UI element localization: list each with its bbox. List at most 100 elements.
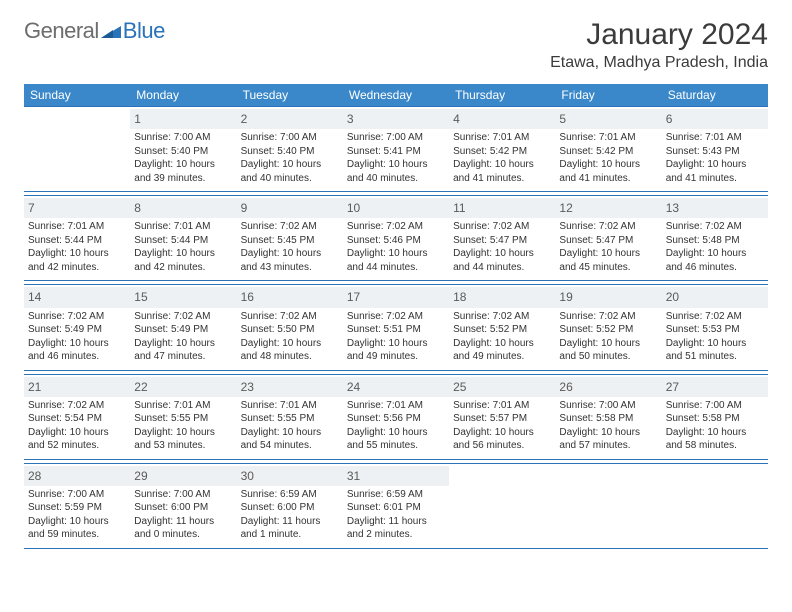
daylight-text: and 47 minutes. xyxy=(134,350,232,364)
day-cell: 7Sunrise: 7:01 AMSunset: 5:44 PMDaylight… xyxy=(24,196,130,281)
daylight-text: Daylight: 10 hours xyxy=(559,158,657,172)
sunrise-text: Sunrise: 7:02 AM xyxy=(28,399,126,413)
daylight-text: Daylight: 10 hours xyxy=(559,337,657,351)
sunset-text: Sunset: 5:43 PM xyxy=(666,145,764,159)
day-number: 8 xyxy=(130,198,236,218)
daylight-text: Daylight: 10 hours xyxy=(134,247,232,261)
day-number: 28 xyxy=(24,466,130,486)
day-number: 5 xyxy=(555,109,661,129)
day-number: 6 xyxy=(662,109,768,129)
day-cell: 23Sunrise: 7:01 AMSunset: 5:55 PMDayligh… xyxy=(237,374,343,459)
sunset-text: Sunset: 5:55 PM xyxy=(134,412,232,426)
sunset-text: Sunset: 5:42 PM xyxy=(453,145,551,159)
sunset-text: Sunset: 5:55 PM xyxy=(241,412,339,426)
sunset-text: Sunset: 5:40 PM xyxy=(134,145,232,159)
day-number: 24 xyxy=(343,377,449,397)
weekday-header: Saturday xyxy=(662,84,768,107)
sunrise-text: Sunrise: 7:00 AM xyxy=(666,399,764,413)
daylight-text: and 56 minutes. xyxy=(453,439,551,453)
sunrise-text: Sunrise: 7:00 AM xyxy=(134,488,232,502)
sunrise-text: Sunrise: 7:00 AM xyxy=(559,399,657,413)
sunrise-text: Sunrise: 7:02 AM xyxy=(347,310,445,324)
sunset-text: Sunset: 5:53 PM xyxy=(666,323,764,337)
month-title: January 2024 xyxy=(550,18,768,52)
day-cell: 25 Sunrise: 7:01 AMSunset: 5:57 PMDayligh… xyxy=(449,374,555,459)
daylight-text: Daylight: 10 hours xyxy=(453,426,551,440)
logo-text-blue: Blue xyxy=(123,18,165,44)
daylight-text: Daylight: 10 hours xyxy=(28,247,126,261)
daylight-text: Daylight: 10 hours xyxy=(241,426,339,440)
day-cell: 24Sunrise: 7:01 AMSunset: 5:56 PMDayligh… xyxy=(343,374,449,459)
sunrise-text: Sunrise: 7:01 AM xyxy=(453,399,551,413)
day-cell xyxy=(555,463,661,548)
day-number: 2 xyxy=(237,109,343,129)
sunrise-text: Sunrise: 7:02 AM xyxy=(559,310,657,324)
week-row: 1Sunrise: 7:00 AMSunset: 5:40 PMDaylight… xyxy=(24,107,768,192)
daylight-text: and 53 minutes. xyxy=(134,439,232,453)
sunrise-text: Sunrise: 6:59 AM xyxy=(241,488,339,502)
daylight-text: Daylight: 11 hours xyxy=(241,515,339,529)
day-cell: 4Sunrise: 7:01 AMSunset: 5:42 PMDaylight… xyxy=(449,107,555,192)
sunrise-text: Sunrise: 7:02 AM xyxy=(241,310,339,324)
daylight-text: Daylight: 10 hours xyxy=(241,247,339,261)
daylight-text: Daylight: 10 hours xyxy=(28,515,126,529)
daylight-text: and 59 minutes. xyxy=(28,528,126,542)
sunset-text: Sunset: 5:41 PM xyxy=(347,145,445,159)
daylight-text: and 49 minutes. xyxy=(453,350,551,364)
day-number: 7 xyxy=(24,198,130,218)
day-cell: 8Sunrise: 7:01 AMSunset: 5:44 PMDaylight… xyxy=(130,196,236,281)
day-cell: 31Sunrise: 6:59 AMSunset: 6:01 PMDayligh… xyxy=(343,463,449,548)
sunrise-text: Sunrise: 7:00 AM xyxy=(134,131,232,145)
daylight-text: and 42 minutes. xyxy=(28,261,126,275)
daylight-text: and 48 minutes. xyxy=(241,350,339,364)
daylight-text: and 55 minutes. xyxy=(347,439,445,453)
day-number: 14 xyxy=(24,287,130,307)
sunrise-text: Sunrise: 7:01 AM xyxy=(134,399,232,413)
sunset-text: Sunset: 5:49 PM xyxy=(28,323,126,337)
day-number: 23 xyxy=(237,377,343,397)
day-number: 19 xyxy=(555,287,661,307)
day-cell: 21Sunrise: 7:02 AMSunset: 5:54 PMDayligh… xyxy=(24,374,130,459)
daylight-text: Daylight: 10 hours xyxy=(28,337,126,351)
daylight-text: Daylight: 10 hours xyxy=(347,426,445,440)
daylight-text: Daylight: 10 hours xyxy=(28,426,126,440)
daylight-text: and 50 minutes. xyxy=(559,350,657,364)
sunrise-text: Sunrise: 6:59 AM xyxy=(347,488,445,502)
sunset-text: Sunset: 5:48 PM xyxy=(666,234,764,248)
week-row: 21Sunrise: 7:02 AMSunset: 5:54 PMDayligh… xyxy=(24,374,768,459)
day-cell: 16Sunrise: 7:02 AMSunset: 5:50 PMDayligh… xyxy=(237,285,343,370)
day-number: 10 xyxy=(343,198,449,218)
sunrise-text: Sunrise: 7:02 AM xyxy=(241,220,339,234)
day-cell: 17Sunrise: 7:02 AMSunset: 5:51 PMDayligh… xyxy=(343,285,449,370)
day-cell: 12Sunrise: 7:02 AMSunset: 5:47 PMDayligh… xyxy=(555,196,661,281)
daylight-text: and 52 minutes. xyxy=(28,439,126,453)
logo-triangle-icon xyxy=(101,24,121,38)
sunrise-text: Sunrise: 7:00 AM xyxy=(347,131,445,145)
day-cell: 26Sunrise: 7:00 AMSunset: 5:58 PMDayligh… xyxy=(555,374,661,459)
weekday-header: Friday xyxy=(555,84,661,107)
daylight-text: and 41 minutes. xyxy=(559,172,657,186)
day-number: 20 xyxy=(662,287,768,307)
day-cell: 19Sunrise: 7:02 AMSunset: 5:52 PMDayligh… xyxy=(555,285,661,370)
sunset-text: Sunset: 5:44 PM xyxy=(28,234,126,248)
sunset-text: Sunset: 5:57 PM xyxy=(453,412,551,426)
sunrise-text: Sunrise: 7:01 AM xyxy=(453,131,551,145)
daylight-text: Daylight: 11 hours xyxy=(134,515,232,529)
daylight-text: Daylight: 10 hours xyxy=(453,337,551,351)
sunset-text: Sunset: 5:50 PM xyxy=(241,323,339,337)
day-cell: 30Sunrise: 6:59 AMSunset: 6:00 PMDayligh… xyxy=(237,463,343,548)
day-number: 21 xyxy=(24,377,130,397)
day-number: 11 xyxy=(449,198,555,218)
sunrise-text: Sunrise: 7:01 AM xyxy=(347,399,445,413)
sunset-text: Sunset: 6:00 PM xyxy=(134,501,232,515)
day-number: 25 xyxy=(449,377,555,397)
day-cell: 22Sunrise: 7:01 AMSunset: 5:55 PMDayligh… xyxy=(130,374,236,459)
daylight-text: and 40 minutes. xyxy=(347,172,445,186)
sunset-text: Sunset: 5:59 PM xyxy=(28,501,126,515)
daylight-text: and 0 minutes. xyxy=(134,528,232,542)
day-number: 17 xyxy=(343,287,449,307)
location: Etawa, Madhya Pradesh, India xyxy=(550,54,768,72)
day-number: 15 xyxy=(130,287,236,307)
daylight-text: Daylight: 10 hours xyxy=(134,426,232,440)
day-number: 12 xyxy=(555,198,661,218)
